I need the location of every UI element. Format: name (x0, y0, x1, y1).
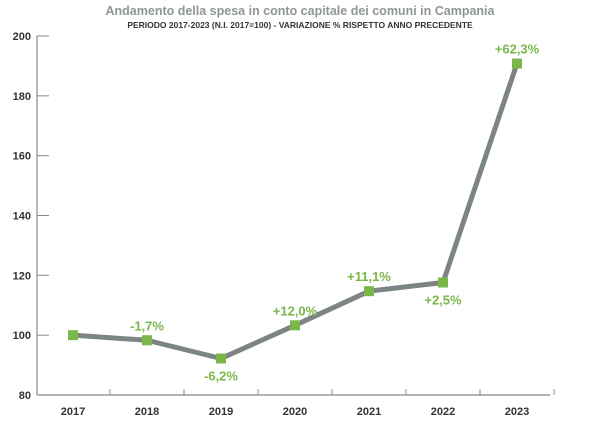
y-tick-label: 180 (13, 91, 31, 103)
data-label: -6,2% (204, 369, 238, 384)
y-tick-label: 120 (13, 270, 31, 282)
data-label: -1,7% (130, 318, 164, 333)
y-tick-label: 160 (13, 151, 31, 163)
x-tick-label: 2018 (135, 406, 159, 418)
y-tick-label: 200 (13, 31, 31, 43)
data-point (216, 353, 226, 364)
data-label: +2,5% (424, 293, 462, 308)
x-tick-label: 2017 (61, 406, 85, 418)
data-point (512, 58, 522, 69)
x-tick-label: 2020 (283, 406, 307, 418)
y-tick-label: 140 (13, 211, 31, 223)
x-tick-label: 2021 (357, 406, 381, 418)
data-point (142, 335, 152, 346)
data-point (438, 277, 448, 288)
x-tick-label: 2023 (505, 406, 529, 418)
data-label: +12,0% (273, 303, 318, 318)
data-label: +11,1% (347, 269, 391, 284)
chart-title: Andamento della spesa in conto capitale … (105, 4, 495, 18)
x-tick-label: 2022 (431, 406, 455, 418)
y-tick-label: 80 (19, 390, 31, 402)
data-point (68, 330, 78, 341)
x-tick-label: 2019 (209, 406, 233, 418)
chart-subtitle: PERIODO 2017-2023 (N.I. 2017=100) - VARI… (127, 20, 473, 30)
data-point (364, 286, 374, 297)
data-point (290, 320, 300, 331)
data-label: +62,3% (495, 42, 540, 57)
y-tick-label: 100 (13, 330, 31, 342)
